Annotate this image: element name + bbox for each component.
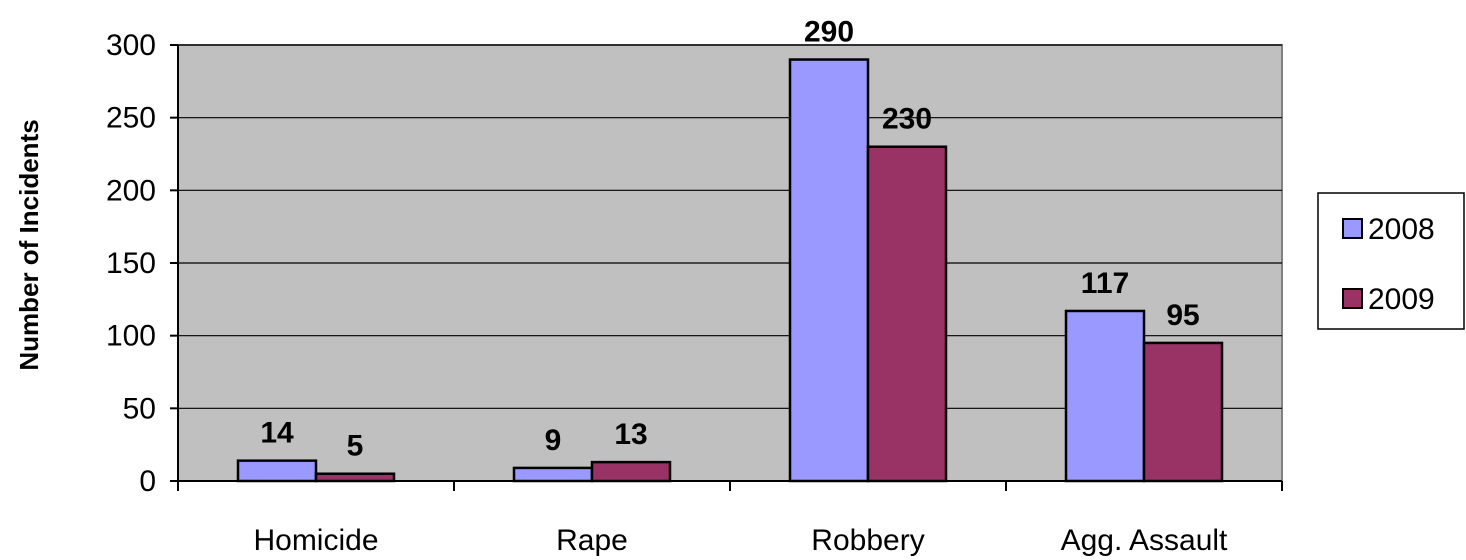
y-tick-label: 300 — [106, 29, 156, 62]
x-tick-label: Robbery — [811, 524, 924, 557]
bar-2009-robbery — [866, 145, 948, 483]
x-tick-label: Homicide — [253, 524, 378, 557]
y-axis-ticks: 0 50 100 150 200 250 300 — [106, 29, 178, 498]
bar-2009-agg-assault — [1142, 341, 1224, 483]
x-tick-label: Rape — [556, 524, 628, 557]
bar-data-label: 9 — [545, 424, 562, 457]
y-tick-label: 150 — [106, 247, 156, 280]
y-tick-label: 0 — [139, 465, 156, 498]
bar-data-label: 230 — [882, 103, 932, 136]
bar-2008-robbery — [788, 58, 870, 483]
bar-2009-rape — [590, 460, 672, 483]
bar-data-label: 13 — [614, 418, 647, 451]
x-tick-label: Agg. Assault — [1061, 524, 1228, 557]
bar-2009-homicide — [314, 472, 396, 483]
legend-swatch-2009 — [1342, 288, 1363, 309]
bar-2008-agg-assault — [1064, 309, 1146, 483]
bar-data-label: 5 — [347, 430, 364, 463]
legend-label-2008: 2008 — [1368, 213, 1435, 246]
y-tick-label: 250 — [106, 102, 156, 135]
bar-2008-rape — [512, 466, 594, 483]
bar-data-labels: 14 5 9 13 290 230 117 95 — [260, 16, 1199, 463]
x-axis-ticks: Homicide Rape Robbery Agg. Assault — [177, 481, 1283, 557]
y-tick-label: 100 — [106, 320, 156, 353]
y-axis-title: Number of Incidents — [14, 119, 44, 370]
legend-label-2009: 2009 — [1368, 283, 1435, 316]
bar-2008-homicide — [236, 459, 318, 483]
legend: 2008 2009 — [1317, 192, 1465, 330]
bar-data-label: 95 — [1166, 299, 1199, 332]
y-tick-label: 50 — [123, 392, 156, 425]
bar-data-label: 14 — [260, 417, 294, 450]
bar-data-label: 117 — [1081, 267, 1129, 300]
bars — [236, 58, 1224, 483]
y-tick-label: 200 — [106, 174, 156, 207]
legend-swatch-2008 — [1342, 218, 1363, 239]
bar-data-label: 290 — [804, 16, 854, 49]
